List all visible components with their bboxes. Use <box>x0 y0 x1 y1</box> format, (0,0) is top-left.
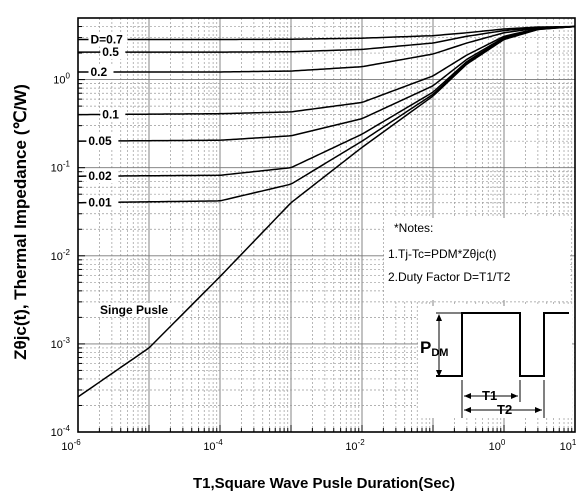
y-tick-label-base: 10 <box>53 75 65 87</box>
x-axis-title: T1,Square Wave Pusle Duration(Sec) <box>193 475 455 492</box>
x-tick-label-base: 10 <box>560 441 572 453</box>
y-tick-label-base: 10 <box>51 339 63 351</box>
notes-title: *Notes: <box>394 221 433 235</box>
x-tick-label-exponent: -6 <box>74 438 82 447</box>
notes-line-1: 1.Tj-Tc=PDM*Zθjc(t) <box>388 247 496 261</box>
notes-box: *Notes: 1.Tj-Tc=PDM*Zθjc(t) 2.Duty Facto… <box>384 218 570 300</box>
y-tick-label-exponent: 0 <box>66 72 71 81</box>
x-tick-label-base: 10 <box>61 441 73 453</box>
y-tick-label-exponent: -4 <box>63 424 71 433</box>
y-tick-label-base: 10 <box>51 251 63 263</box>
t1-label: T1 <box>482 388 497 403</box>
x-tick-label-exponent: 0 <box>501 438 506 447</box>
x-tick-label-exponent: 1 <box>572 438 577 447</box>
notes-line-2: 2.Duty Factor D=T1/T2 <box>388 270 511 284</box>
series-label: Singe Pusle <box>100 303 168 317</box>
y-tick-label-exponent: -2 <box>63 248 71 257</box>
y-tick-label-base: 10 <box>51 163 63 175</box>
series-label: 0.01 <box>88 196 112 210</box>
x-tick-label-base: 10 <box>203 441 215 453</box>
series-label: 0.1 <box>102 107 119 121</box>
y-tick-label-base: 10 <box>51 427 63 439</box>
x-tick-label-exponent: -4 <box>216 438 224 447</box>
y-tick-label-exponent: -3 <box>63 336 71 345</box>
x-tick-label-base: 10 <box>345 441 357 453</box>
x-tick-label-exponent: -2 <box>358 438 366 447</box>
x-tick-label-base: 10 <box>489 441 501 453</box>
y-tick-label-exponent: -1 <box>63 160 71 169</box>
y-axis-title: Zθjc(t), Thermal Impedance (℃/W) <box>11 84 30 360</box>
series-label: 0.5 <box>102 45 119 59</box>
series-label: 0.2 <box>91 65 108 79</box>
series-label: 0.02 <box>88 169 112 183</box>
series-label: 0.05 <box>88 134 112 148</box>
pulse-waveform-inset: PDM T1 T2 <box>418 306 572 418</box>
t2-label: T2 <box>497 402 512 417</box>
